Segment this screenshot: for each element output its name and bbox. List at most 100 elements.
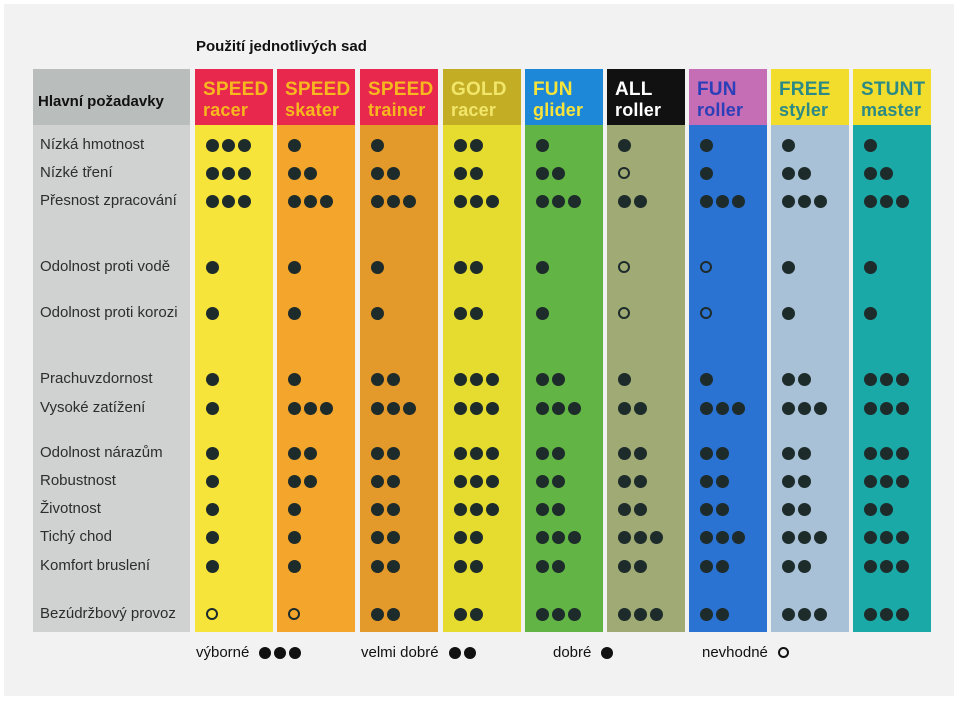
filled-dot — [700, 502, 713, 516]
filled-dot — [470, 306, 483, 320]
rating-dots — [454, 165, 483, 181]
filled-dot — [700, 401, 713, 415]
filled-dot — [387, 372, 400, 386]
filled-dot — [798, 194, 811, 208]
rating-dots — [288, 400, 333, 416]
requirements-column: Hlavní požadavky — [33, 69, 190, 632]
empty-dot — [777, 647, 789, 658]
filled-dot — [206, 474, 219, 488]
requirement-label: Bezúdržbový provoz — [40, 605, 176, 622]
filled-dot — [716, 401, 729, 415]
filled-dot — [206, 401, 219, 415]
rating-dots — [536, 137, 549, 153]
filled-dot — [782, 474, 795, 488]
filled-dot — [650, 530, 663, 544]
rating-dots — [536, 305, 549, 321]
rating-dots — [371, 606, 400, 622]
rating-dots — [782, 400, 827, 416]
filled-dot — [304, 446, 317, 460]
filled-dot — [371, 260, 384, 274]
filled-dot — [618, 194, 631, 208]
filled-dot — [470, 401, 483, 415]
filled-dot — [288, 502, 301, 516]
filled-dot — [454, 260, 467, 274]
filled-dot — [782, 372, 795, 386]
filled-dot — [206, 166, 219, 180]
filled-dot — [486, 372, 499, 386]
filled-dot — [618, 138, 631, 152]
filled-dot — [716, 530, 729, 544]
filled-dot — [371, 306, 384, 320]
rating-dots — [618, 473, 647, 489]
filled-dot — [470, 260, 483, 274]
rating-dots — [864, 558, 909, 574]
rating-dots — [371, 529, 400, 545]
filled-dot — [486, 194, 499, 208]
rating-dots — [618, 193, 647, 209]
legend-item: velmi dobré — [361, 644, 476, 661]
filled-dot — [454, 138, 467, 152]
requirement-label: Odolnost nárazům — [40, 444, 163, 461]
rating-dots — [206, 473, 219, 489]
rating-dots — [206, 305, 219, 321]
legend-dots — [777, 647, 789, 658]
set-name-line2: trainer — [368, 100, 426, 120]
filled-dot — [896, 530, 909, 544]
filled-dot — [463, 646, 476, 659]
legend-label: výborné — [196, 644, 250, 661]
filled-dot — [387, 502, 400, 516]
filled-dot — [371, 194, 384, 208]
filled-dot — [782, 446, 795, 460]
set-name-line2: master — [861, 100, 922, 120]
filled-dot — [552, 166, 565, 180]
rating-dots — [618, 371, 631, 387]
rating-dots — [454, 305, 483, 321]
filled-dot — [387, 401, 400, 415]
requirement-label: Nízká hmotnost — [40, 136, 145, 153]
rating-dots — [206, 193, 251, 209]
rating-dots — [536, 529, 581, 545]
rating-dots — [700, 501, 729, 517]
filled-dot — [814, 194, 827, 208]
set-name-line1: SPEED — [368, 79, 434, 100]
filled-dot — [206, 372, 219, 386]
filled-dot — [798, 502, 811, 516]
filled-dot — [470, 502, 483, 516]
rating-dots — [782, 137, 795, 153]
rating-dots — [371, 473, 400, 489]
empty-dot — [618, 167, 630, 179]
rating-dots — [454, 501, 499, 517]
rating-dots — [700, 473, 729, 489]
set-name-line1: STUNT — [861, 79, 926, 100]
filled-dot — [880, 166, 893, 180]
filled-dot — [222, 194, 235, 208]
rating-dots — [618, 529, 663, 545]
filled-dot — [798, 372, 811, 386]
filled-dot — [782, 166, 795, 180]
filled-dot — [288, 474, 301, 488]
filled-dot — [387, 446, 400, 460]
filled-dot — [206, 530, 219, 544]
rating-dots — [288, 501, 301, 517]
filled-dot — [387, 166, 400, 180]
filled-dot — [716, 502, 729, 516]
rating-dots — [864, 400, 909, 416]
filled-dot — [700, 607, 713, 621]
filled-dot — [206, 502, 219, 516]
filled-dot — [206, 306, 219, 320]
filled-dot — [371, 372, 384, 386]
filled-dot — [552, 530, 565, 544]
rating-dots — [700, 529, 745, 545]
filled-dot — [700, 530, 713, 544]
filled-dot — [634, 474, 647, 488]
filled-dot — [371, 401, 384, 415]
filled-dot — [782, 138, 795, 152]
rating-dots — [700, 137, 713, 153]
filled-dot — [304, 401, 317, 415]
legend-item: nevhodné — [702, 644, 789, 661]
filled-dot — [864, 166, 877, 180]
filled-dot — [288, 260, 301, 274]
rating-dots — [288, 606, 300, 622]
rating-dots — [288, 165, 317, 181]
filled-dot — [782, 502, 795, 516]
